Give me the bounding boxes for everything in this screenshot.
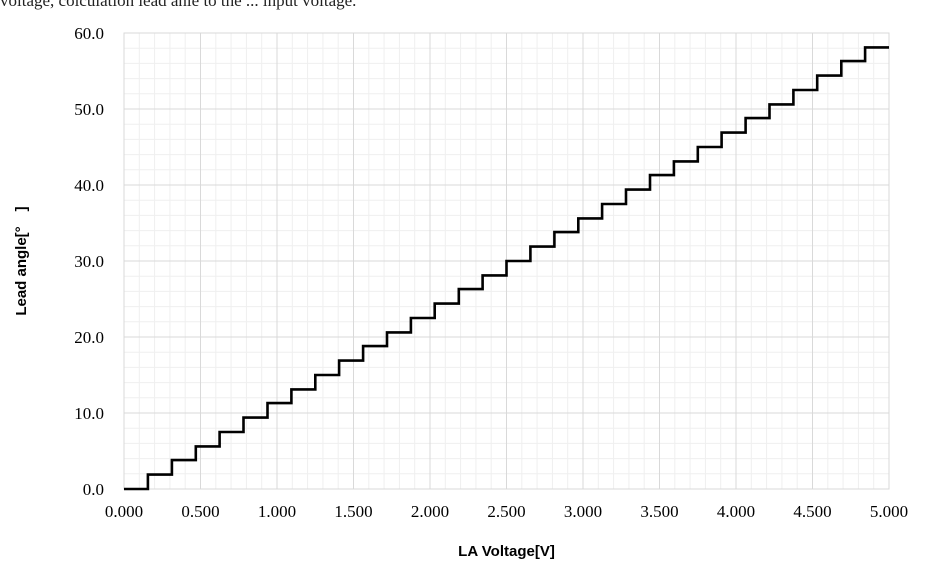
- x-tick-label: 0.000: [105, 502, 143, 521]
- series-line: [124, 46, 889, 491]
- x-tick-label: 2.500: [487, 502, 525, 521]
- y-tick-label: 10.0: [74, 404, 104, 423]
- x-tick-labels: 0.000 0.500 1.000 1.500 2.000 2.500 3.000 3.500…: [105, 502, 908, 521]
- x-tick-label: 4.000: [717, 502, 755, 521]
- x-tick-label: 3.500: [640, 502, 678, 521]
- y-tick-label: 60.0: [74, 24, 104, 43]
- x-tick-label: 3.000: [564, 502, 602, 521]
- x-tick-label: 4.500: [793, 502, 831, 521]
- y-tick-label: 0.0: [83, 480, 104, 499]
- y-tick-label: 40.0: [74, 176, 104, 195]
- y-tick-label: 30.0: [74, 252, 104, 271]
- x-tick-label: 1.500: [334, 502, 372, 521]
- plot-frame: [123, 32, 890, 490]
- series-group: [124, 46, 889, 491]
- y-axis-label: Lead angle[° ]: [13, 206, 30, 315]
- y-tick-labels: 0.0 10.0 20.0 30.0 40.0 50.0 60.0: [74, 24, 104, 499]
- y-tick-label: 50.0: [74, 100, 104, 119]
- x-axis-label: LA Voltage[V]: [458, 543, 555, 560]
- x-tick-label: 0.500: [181, 502, 219, 521]
- x-tick-label: 1.000: [258, 502, 296, 521]
- x-tick-label: 2.000: [411, 502, 449, 521]
- x-tick-label: 5.000: [870, 502, 908, 521]
- y-tick-label: 20.0: [74, 328, 104, 347]
- figure-caption: voltage, colculation lead anle to the ..…: [0, 0, 357, 10]
